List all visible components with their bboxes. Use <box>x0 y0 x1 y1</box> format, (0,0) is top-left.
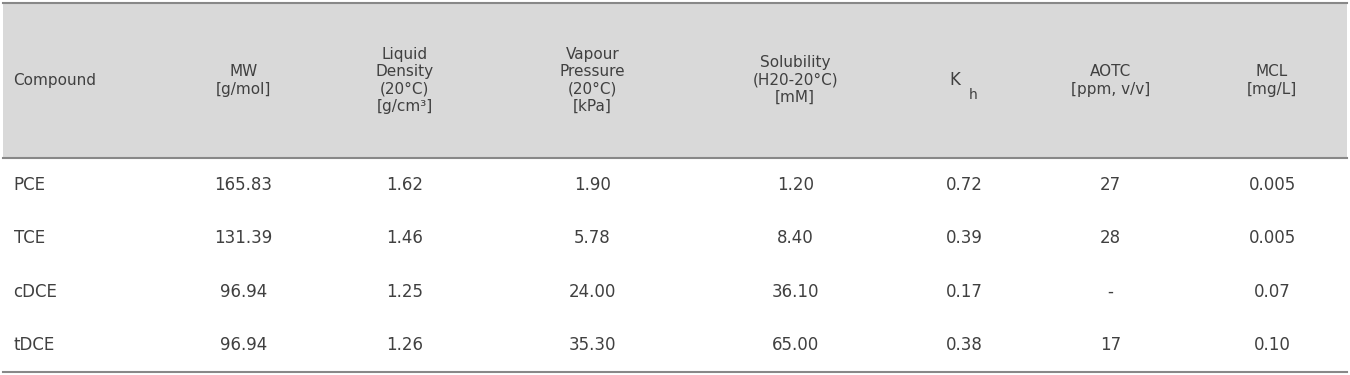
Text: 1.20: 1.20 <box>776 176 814 194</box>
Text: h: h <box>969 88 977 102</box>
Text: 0.17: 0.17 <box>946 283 983 301</box>
Text: Compound: Compound <box>14 73 97 88</box>
Text: 0.005: 0.005 <box>1249 229 1296 247</box>
Text: 0.72: 0.72 <box>946 176 983 194</box>
Text: 0.005: 0.005 <box>1249 176 1296 194</box>
Text: 8.40: 8.40 <box>776 229 814 247</box>
Text: 5.78: 5.78 <box>574 229 610 247</box>
Text: Solubility
(H20-20°C)
[mM]: Solubility (H20-20°C) [mM] <box>752 56 838 105</box>
Text: 1.46: 1.46 <box>386 229 423 247</box>
Text: Vapour
Pressure
(20°C)
[kPa]: Vapour Pressure (20°C) [kPa] <box>559 47 625 114</box>
Text: 36.10: 36.10 <box>771 283 819 301</box>
Text: 24.00: 24.00 <box>568 283 616 301</box>
Text: 65.00: 65.00 <box>772 336 819 354</box>
Text: tDCE: tDCE <box>14 336 55 354</box>
Text: 28: 28 <box>1100 229 1122 247</box>
Text: cDCE: cDCE <box>14 283 58 301</box>
Text: PCE: PCE <box>14 176 46 194</box>
Text: 1.62: 1.62 <box>386 176 423 194</box>
Bar <box>3 158 1347 372</box>
Text: 0.38: 0.38 <box>946 336 983 354</box>
Text: 0.07: 0.07 <box>1254 283 1291 301</box>
Text: 27: 27 <box>1100 176 1122 194</box>
Text: 1.26: 1.26 <box>386 336 423 354</box>
Text: MW
[g/mol]: MW [g/mol] <box>216 64 271 96</box>
Text: 0.39: 0.39 <box>946 229 983 247</box>
Text: 35.30: 35.30 <box>568 336 616 354</box>
Text: Liquid
Density
(20°C)
[g/cm³]: Liquid Density (20°C) [g/cm³] <box>375 47 433 114</box>
Text: AOTC
[ppm, v/v]: AOTC [ppm, v/v] <box>1071 64 1150 96</box>
Text: 96.94: 96.94 <box>220 283 267 301</box>
Text: 0.10: 0.10 <box>1254 336 1291 354</box>
Text: TCE: TCE <box>14 229 45 247</box>
Text: 96.94: 96.94 <box>220 336 267 354</box>
Text: K: K <box>949 71 960 89</box>
Text: 131.39: 131.39 <box>215 229 273 247</box>
Bar <box>3 3 1347 158</box>
Text: 1.90: 1.90 <box>574 176 610 194</box>
Text: MCL
[mg/L]: MCL [mg/L] <box>1247 64 1297 96</box>
Text: 165.83: 165.83 <box>215 176 273 194</box>
Text: 17: 17 <box>1100 336 1122 354</box>
Text: 1.25: 1.25 <box>386 283 423 301</box>
Text: -: - <box>1108 283 1114 301</box>
